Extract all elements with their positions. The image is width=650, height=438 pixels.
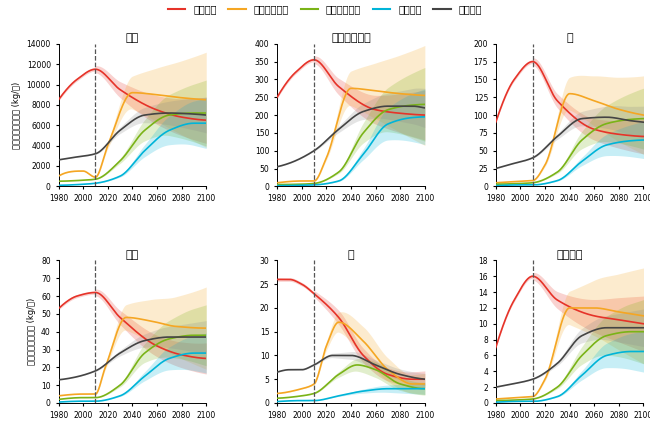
Title: 鉄鋼: 鉄鋼 bbox=[125, 33, 139, 43]
Title: アルミニウム: アルミニウム bbox=[331, 33, 371, 43]
Y-axis label: 一人当たり蓄積量 (kg/人): 一人当たり蓄積量 (kg/人) bbox=[27, 298, 36, 365]
Title: 銅: 銅 bbox=[566, 33, 573, 43]
Title: 鉛: 鉛 bbox=[348, 250, 354, 260]
Y-axis label: 一人当たり蓄積量 (kg/人): 一人当たり蓄積量 (kg/人) bbox=[12, 81, 21, 148]
Title: 亜鉛: 亜鉛 bbox=[125, 250, 139, 260]
Legend: 高所得国, 上位中所得国, 下位中所得国, 低所得国, 世界平均: 高所得国, 上位中所得国, 下位中所得国, 低所得国, 世界平均 bbox=[164, 0, 486, 18]
Title: ニッケル: ニッケル bbox=[556, 250, 583, 260]
